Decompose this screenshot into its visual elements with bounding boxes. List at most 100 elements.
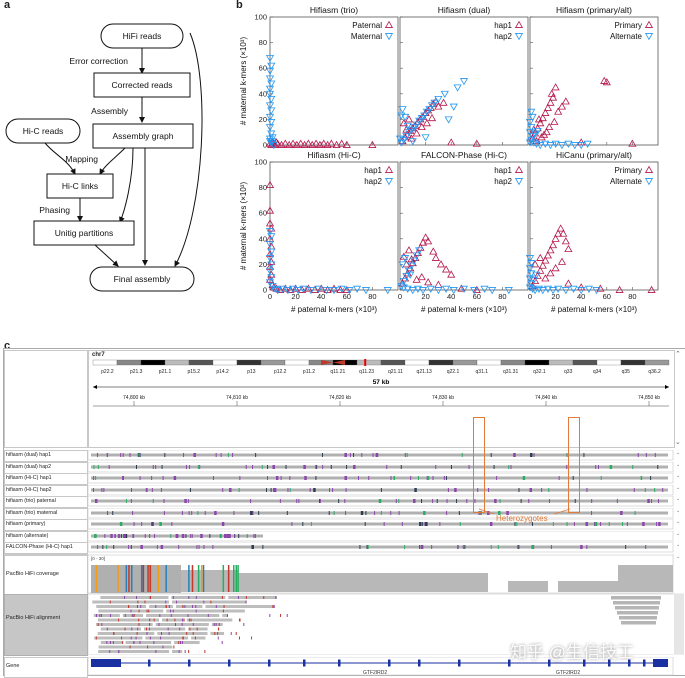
scatter-panel: Hifiasm (dual)hap1 hap2 bbox=[395, 5, 529, 147]
track-expand-toggle[interactable]: ⌄ bbox=[676, 530, 681, 537]
data-point bbox=[480, 285, 489, 293]
ruler-label: 74,850 kb bbox=[638, 395, 660, 401]
x-tick-label: 0 bbox=[268, 292, 272, 301]
data-point bbox=[470, 287, 479, 295]
variant-mark bbox=[497, 510, 501, 515]
y-tick-label: 20 bbox=[259, 115, 267, 124]
band-label: p22.2 bbox=[101, 369, 114, 375]
legend-label: Paternal bbox=[352, 21, 382, 30]
variant-mark bbox=[267, 464, 269, 469]
data-point bbox=[429, 247, 438, 255]
data-point bbox=[538, 287, 547, 295]
read-mismatch bbox=[214, 632, 216, 635]
data-point bbox=[265, 279, 275, 287]
variant-mark bbox=[432, 476, 434, 480]
data-point bbox=[548, 93, 558, 101]
variant-mark bbox=[272, 487, 276, 492]
band-label: q36.2 bbox=[648, 369, 661, 375]
legend-label: hap1 bbox=[364, 166, 382, 175]
read-mismatch bbox=[238, 636, 240, 640]
read-mismatch bbox=[153, 641, 155, 644]
variant-mark bbox=[345, 510, 347, 515]
data-point bbox=[403, 285, 412, 293]
variant-mark bbox=[508, 464, 510, 469]
variant-mark bbox=[474, 499, 476, 503]
read-mismatch bbox=[178, 641, 180, 644]
alignment-bar bbox=[91, 476, 668, 480]
variant-mark bbox=[632, 464, 634, 469]
variant-mark bbox=[238, 487, 240, 492]
gene-exon bbox=[188, 659, 191, 667]
track-expand-toggle[interactable]: ⌄ bbox=[676, 496, 681, 502]
variant-mark bbox=[181, 533, 185, 538]
variant-mark bbox=[212, 476, 214, 480]
read-mismatch bbox=[131, 614, 133, 617]
track-label: hifiasm (Hi-C) hap2 bbox=[6, 486, 52, 493]
variant-mark bbox=[510, 464, 512, 469]
variant-mark bbox=[122, 476, 124, 480]
legend-marker bbox=[514, 33, 524, 41]
variant-mark bbox=[380, 510, 382, 515]
data-point bbox=[525, 129, 535, 137]
read-mismatch bbox=[146, 632, 148, 635]
track-expand-toggle[interactable]: ⌄ bbox=[676, 553, 681, 560]
data-point bbox=[556, 224, 565, 232]
coverage-mismatch bbox=[235, 565, 238, 592]
chart-title: Hifiasm (Hi-C) bbox=[307, 150, 361, 160]
data-point bbox=[294, 287, 303, 295]
track-expand-toggle[interactable]: ⌄ bbox=[676, 473, 681, 479]
x-axis-label: # paternal k-mers (×10³) bbox=[291, 305, 377, 314]
variant-mark bbox=[357, 476, 359, 480]
read-mismatch bbox=[213, 623, 215, 626]
x-tick-label: 20 bbox=[421, 292, 429, 301]
read-mismatch bbox=[137, 600, 139, 604]
variant-mark bbox=[171, 522, 173, 526]
track-expand-toggle[interactable]: ⌄ bbox=[676, 519, 681, 525]
band-label: q22.1 bbox=[447, 369, 460, 375]
read-mismatch bbox=[226, 614, 228, 617]
variant-mark bbox=[595, 464, 597, 469]
read-mismatch bbox=[148, 609, 150, 613]
data-point bbox=[329, 287, 339, 295]
data-point bbox=[299, 285, 308, 293]
variant-mark bbox=[291, 522, 293, 526]
variant-mark bbox=[164, 453, 166, 457]
coverage-mismatch bbox=[150, 565, 153, 592]
read-mismatch bbox=[183, 618, 185, 622]
track-expand-toggle[interactable]: ⌄ bbox=[676, 450, 681, 456]
data-point bbox=[265, 102, 275, 110]
band-label: p15.2 bbox=[188, 369, 201, 375]
variant-mark bbox=[566, 453, 568, 457]
gene-exon bbox=[388, 659, 391, 667]
track-expand-toggle[interactable]: ⌄ bbox=[676, 484, 681, 491]
data-point bbox=[418, 238, 428, 246]
read-mismatch bbox=[196, 627, 198, 631]
variant-mark bbox=[139, 453, 141, 457]
read bbox=[162, 618, 184, 622]
read bbox=[186, 618, 233, 622]
data-point bbox=[529, 276, 538, 284]
data-point bbox=[399, 136, 408, 145]
coverage-mismatch bbox=[188, 565, 190, 592]
track-expand-toggle[interactable]: ⌄ bbox=[676, 507, 681, 514]
header-scrollbar[interactable]: ⌃ ⌄ bbox=[675, 351, 681, 446]
variant-mark bbox=[316, 464, 318, 469]
data-point bbox=[425, 106, 434, 114]
node-corrected-reads-shape bbox=[93, 72, 191, 98]
read bbox=[96, 605, 147, 608]
track-expand-toggle[interactable]: ⌄ bbox=[676, 461, 681, 468]
read-mismatch bbox=[188, 650, 190, 653]
variant-mark bbox=[591, 499, 593, 503]
variant-mark bbox=[152, 464, 154, 469]
track-data bbox=[88, 542, 674, 553]
track-expand-toggle[interactable]: ⌄ bbox=[676, 542, 681, 548]
variant-mark bbox=[447, 487, 449, 492]
read-mismatch bbox=[106, 641, 108, 644]
read-mismatch bbox=[144, 600, 146, 604]
read-mismatch bbox=[187, 614, 189, 617]
variant-mark bbox=[133, 522, 135, 526]
data-point bbox=[291, 284, 300, 292]
track-label: hifiasm (trio) maternal bbox=[6, 509, 58, 516]
data-point bbox=[412, 252, 421, 260]
read-mismatch bbox=[136, 632, 138, 635]
